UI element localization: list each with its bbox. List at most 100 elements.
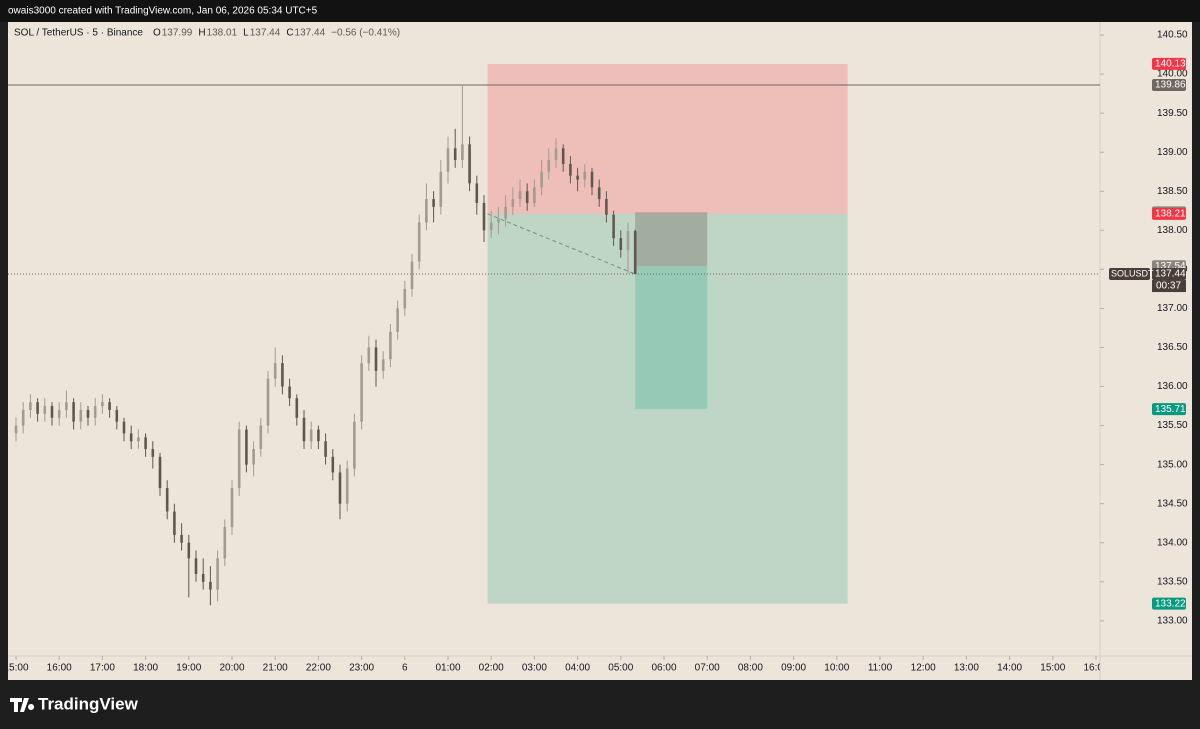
candle-body	[597, 187, 601, 200]
x-tick-label: 06:00	[651, 663, 676, 674]
candle-body	[396, 308, 399, 332]
candle-body	[482, 202, 486, 231]
candle-body	[108, 402, 111, 410]
legend: SOL / TetherUS · 5 · Binance O 137.99 H 138…	[14, 28, 400, 39]
candle-body	[21, 409, 25, 426]
x-tick-label: 6	[402, 663, 408, 674]
price-label	[1152, 207, 1186, 220]
candle-body	[158, 456, 162, 489]
candle-body	[151, 449, 155, 457]
candle-body	[374, 347, 378, 371]
candle-body	[194, 558, 198, 574]
ohlc-label: O	[153, 28, 161, 39]
candle-body	[180, 534, 183, 543]
candle-body	[187, 542, 191, 559]
candle-body	[425, 199, 428, 223]
open-pnl-box	[635, 212, 708, 267]
candle-body	[331, 456, 335, 473]
candle-body	[216, 558, 219, 590]
candle-body	[309, 429, 313, 442]
symbol-box	[1109, 268, 1150, 281]
candle-body	[410, 261, 414, 289]
x-tick-label: 15:00	[1040, 663, 1065, 674]
candle-body	[533, 187, 536, 203]
price-label-text: 133.22	[1155, 598, 1186, 609]
brand-logo	[10, 698, 35, 712]
y-tick-label: 138.50	[1157, 186, 1188, 197]
candle-body	[561, 148, 565, 164]
candle-body	[43, 406, 47, 414]
candle-body	[569, 163, 572, 176]
y-tick-label: 140.00	[1157, 69, 1188, 80]
y-tick-label: 137.00	[1157, 303, 1188, 314]
candle-body	[273, 363, 277, 379]
candle-body	[590, 171, 594, 188]
candle-body	[65, 402, 68, 410]
candle-body	[583, 171, 587, 180]
candle-body	[489, 222, 493, 231]
x-tick-label: 18:00	[133, 663, 158, 674]
x-tick-label: 11:00	[868, 663, 893, 674]
y-tick-label: 139.00	[1157, 147, 1188, 158]
candle-body	[288, 386, 291, 399]
candle-body	[72, 402, 75, 422]
candle-body	[93, 406, 97, 418]
brand-name: TradingView	[38, 694, 139, 713]
ohlc-label: C	[286, 28, 293, 39]
candle-body	[223, 527, 227, 559]
x-tick-label: 16:00	[1083, 663, 1108, 674]
x-tick-label: 03:00	[522, 663, 547, 674]
candle-body	[540, 171, 543, 188]
y-tick-label: 133.50	[1157, 576, 1188, 587]
candle-body	[122, 421, 126, 434]
candle-body	[403, 288, 407, 309]
ohlc-label: L	[243, 28, 249, 39]
y-tick-label: 133.00	[1157, 615, 1188, 626]
x-tick-label: 05:00	[608, 663, 633, 674]
x-tick-label: 10:00	[824, 663, 849, 674]
plot	[8, 63, 1100, 606]
candle-body	[360, 363, 363, 422]
candle-body	[79, 409, 83, 422]
y-tick-label: 140.50	[1157, 30, 1188, 41]
y-tick-label: 135.50	[1157, 420, 1188, 431]
price-label-text: 138.21	[1155, 209, 1186, 220]
candle-body	[619, 238, 623, 250]
candle-body	[302, 417, 306, 442]
candle-body	[389, 331, 392, 360]
change: −0.56 (−0.41%)	[331, 28, 400, 39]
symbol-title: SOL / TetherUS · 5 · Binance	[14, 28, 143, 39]
y-tick-label: 134.50	[1157, 498, 1188, 509]
candle-body	[439, 171, 443, 207]
price-label-text: 137.44	[1155, 269, 1186, 280]
price-label	[1152, 597, 1186, 610]
header-text: owais3000 created with TradingView.com, …	[8, 6, 318, 17]
candle-body	[14, 425, 18, 434]
entry-path	[487, 213, 636, 275]
candle-body	[497, 218, 500, 223]
ohlc-value: 137.44	[295, 28, 326, 39]
price-label-text: 135.71	[1155, 404, 1186, 415]
time-axis: 15:00 16:00 17:00 18:00 19:00 20:00 21:00 22:00…	[3, 656, 1108, 674]
x-tick-label: 21:00	[263, 663, 288, 674]
x-tick-label: 20:00	[219, 663, 244, 674]
candle-body	[129, 433, 133, 442]
x-tick-label: 15:00	[3, 663, 28, 674]
candle-body	[554, 148, 558, 161]
candle-body	[295, 398, 299, 418]
candle-body	[209, 581, 212, 590]
candle-body	[165, 488, 169, 512]
candle-body	[432, 199, 435, 207]
candle-body	[518, 191, 522, 200]
x-tick-label: 23:00	[349, 663, 374, 674]
candle-body	[612, 214, 615, 239]
price-label	[1152, 268, 1186, 281]
symbol-label: SOLUSDT	[1111, 268, 1154, 278]
candle-body	[324, 441, 327, 457]
x-tick-label: 08:00	[738, 663, 763, 674]
target-zone	[487, 213, 848, 604]
candle-body	[144, 437, 147, 450]
candle-body	[453, 148, 457, 161]
